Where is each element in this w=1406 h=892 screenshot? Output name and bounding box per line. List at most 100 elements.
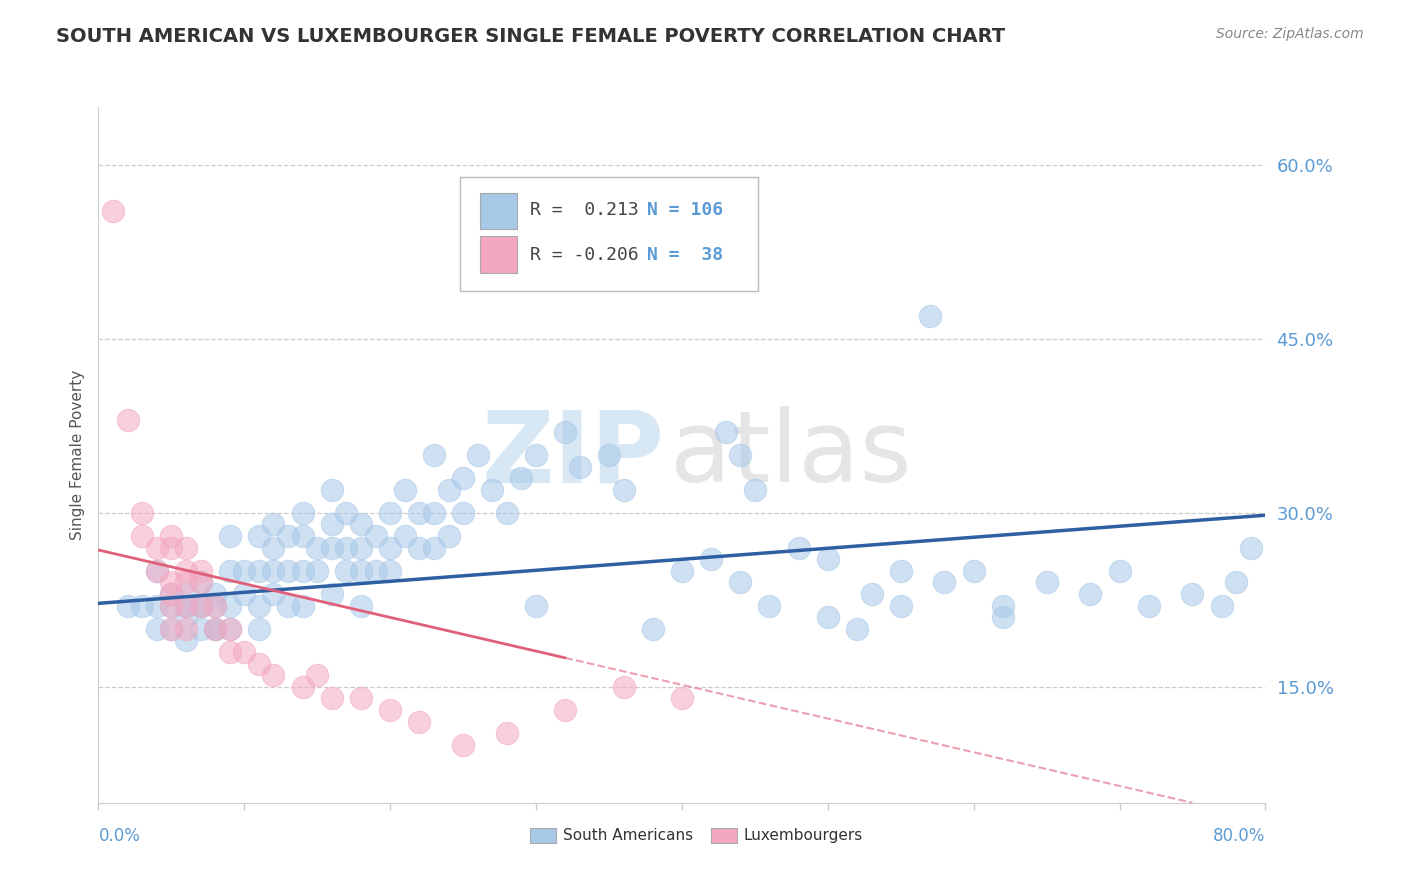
Point (394, 529, 416, 543)
Point (204, 622, 226, 636)
Point (160, 587, 183, 601)
Point (160, 599, 183, 613)
Point (291, 599, 314, 613)
Point (174, 622, 197, 636)
Point (1035, 575, 1057, 590)
Point (364, 529, 387, 543)
Point (380, 541, 402, 555)
Point (350, 599, 373, 613)
Bar (530, 828, 555, 843)
Point (481, 483, 503, 497)
Point (131, 529, 153, 543)
Point (190, 599, 212, 613)
Point (262, 517, 284, 532)
Point (160, 541, 183, 555)
Point (262, 564, 284, 578)
Y-axis label: Single Female Poverty: Single Female Poverty (69, 370, 84, 540)
Point (277, 529, 299, 543)
Bar (479, 236, 517, 273)
Point (451, 471, 474, 485)
Point (846, 622, 869, 636)
Point (190, 575, 212, 590)
Point (174, 541, 197, 555)
Point (146, 599, 169, 613)
Point (408, 714, 430, 729)
Point (262, 668, 284, 682)
Point (408, 541, 430, 555)
Point (218, 599, 240, 613)
Point (991, 610, 1014, 624)
Point (1211, 599, 1233, 613)
Point (817, 610, 839, 624)
Point (291, 564, 314, 578)
Point (160, 575, 183, 590)
Point (218, 564, 240, 578)
Point (524, 599, 547, 613)
Point (437, 483, 460, 497)
Point (174, 587, 197, 601)
Point (204, 587, 226, 601)
Point (380, 564, 402, 578)
Point (262, 587, 284, 601)
Point (612, 483, 634, 497)
Text: R =  0.213: R = 0.213 (530, 201, 638, 219)
Point (291, 529, 314, 543)
Point (174, 599, 197, 613)
Point (364, 564, 387, 578)
Point (321, 691, 343, 706)
Point (423, 506, 446, 520)
Point (190, 622, 212, 636)
Text: 0.0%: 0.0% (98, 827, 141, 845)
Point (218, 622, 240, 636)
Text: N = 106: N = 106 (647, 201, 723, 219)
Point (160, 587, 183, 601)
Point (307, 541, 329, 555)
Point (233, 564, 256, 578)
Point (730, 448, 752, 462)
Point (918, 309, 941, 323)
Point (247, 564, 270, 578)
Point (335, 506, 357, 520)
Point (394, 483, 416, 497)
Text: SOUTH AMERICAN VS LUXEMBOURGER SINGLE FEMALE POVERTY CORRELATION CHART: SOUTH AMERICAN VS LUXEMBOURGER SINGLE FE… (56, 27, 1005, 45)
Point (758, 599, 780, 613)
Point (437, 529, 460, 543)
Point (730, 575, 752, 590)
Point (350, 564, 373, 578)
Point (247, 622, 270, 636)
Point (568, 459, 591, 474)
Text: R = -0.206: R = -0.206 (530, 245, 638, 263)
Point (321, 587, 343, 601)
Point (204, 599, 226, 613)
Point (423, 541, 446, 555)
Point (218, 622, 240, 636)
Point (1181, 587, 1204, 601)
Point (423, 448, 446, 462)
Point (524, 448, 547, 462)
Point (101, 204, 124, 219)
Point (190, 564, 212, 578)
Point (233, 587, 256, 601)
Point (408, 506, 430, 520)
Point (190, 599, 212, 613)
Point (1108, 564, 1130, 578)
Point (291, 506, 314, 520)
Point (204, 622, 226, 636)
Text: Source: ZipAtlas.com: Source: ZipAtlas.com (1216, 27, 1364, 41)
Point (496, 506, 519, 520)
Point (247, 529, 270, 543)
Point (496, 726, 519, 740)
Point (117, 599, 139, 613)
Point (451, 506, 474, 520)
Point (146, 541, 169, 555)
Point (467, 448, 489, 462)
Point (160, 622, 183, 636)
Point (451, 738, 474, 752)
Point (262, 541, 284, 555)
Point (247, 657, 270, 671)
Point (350, 517, 373, 532)
Point (277, 599, 299, 613)
Point (890, 564, 912, 578)
Point (174, 564, 197, 578)
Bar (479, 193, 517, 229)
